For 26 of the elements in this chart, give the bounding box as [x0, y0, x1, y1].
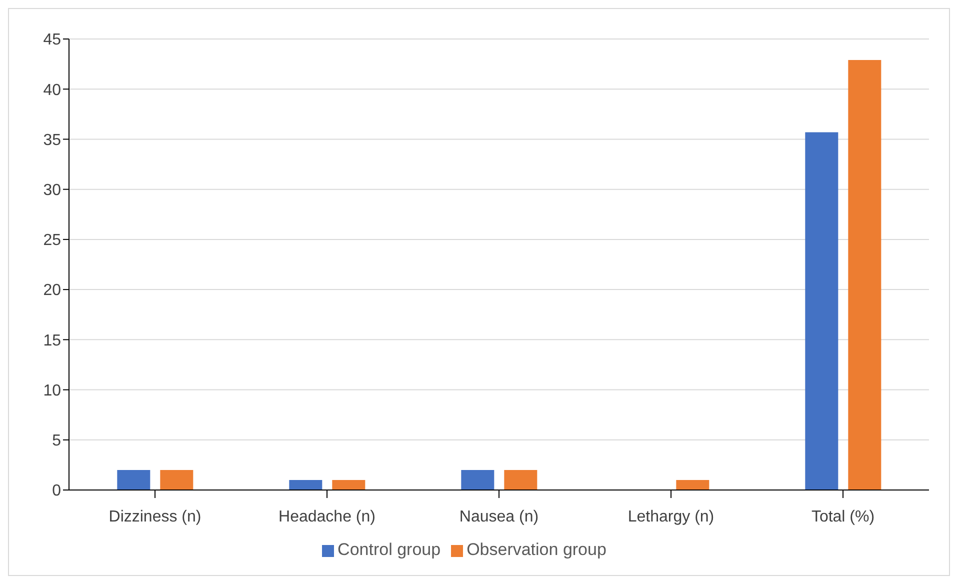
bar	[805, 132, 838, 490]
y-tick-label: 35	[43, 132, 62, 149]
y-tick-label: 20	[43, 282, 62, 300]
bar	[504, 470, 538, 490]
y-tick-label: 30	[43, 182, 62, 200]
y-tick-label: 0	[52, 482, 62, 500]
bar	[117, 470, 150, 490]
y-tick-label: 45	[43, 32, 62, 49]
x-tick-label: Headache (n)	[278, 508, 376, 526]
bar	[332, 480, 366, 490]
bar	[676, 480, 710, 490]
bar	[848, 60, 882, 490]
bar	[289, 480, 322, 490]
x-tick-label: Dizziness (n)	[108, 508, 202, 526]
legend-label: Control group	[338, 540, 441, 559]
y-tick-label: 10	[43, 382, 62, 400]
bar	[461, 470, 494, 490]
bar	[160, 470, 194, 490]
y-tick-label: 15	[43, 332, 62, 350]
y-tick-label: 25	[43, 232, 62, 250]
y-tick-label: 5	[52, 432, 62, 450]
x-tick-label: Total (%)	[811, 508, 875, 526]
x-tick-label: Nausea (n)	[459, 508, 539, 526]
legend-label: Observation group	[466, 540, 606, 559]
x-tick-label: Lethargy (n)	[628, 508, 714, 526]
y-tick-label: 40	[43, 82, 62, 99]
